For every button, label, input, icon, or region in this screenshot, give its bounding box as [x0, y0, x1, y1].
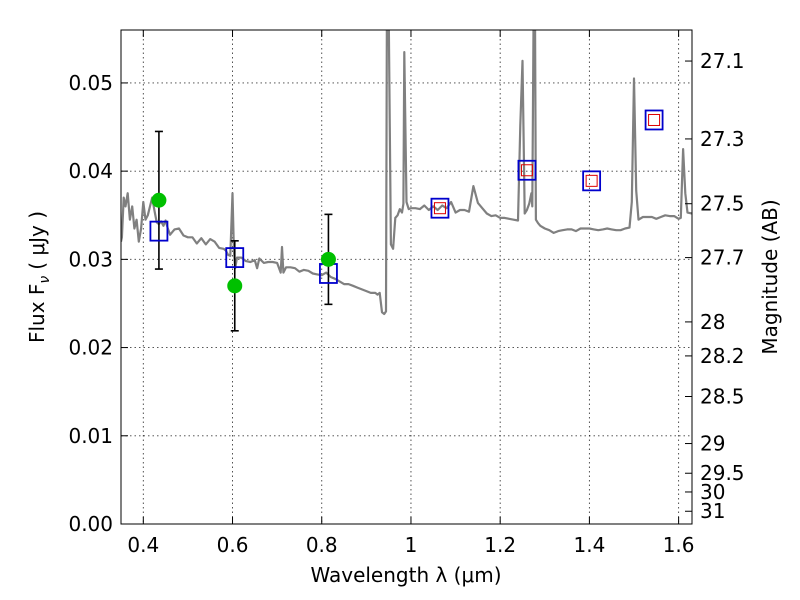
x-tick-label: 1.4: [573, 533, 605, 557]
x-tick-label: 0.8: [306, 533, 338, 557]
mag-tick-label: 27.1: [700, 49, 745, 73]
y-axis-label-subscript: ν: [37, 276, 53, 284]
observed-point: [151, 192, 167, 208]
mag-tick-label: 28.5: [700, 384, 745, 408]
y-tick-label: 0.02: [68, 336, 113, 360]
y-axis-label-main: Flux F: [25, 284, 49, 343]
model-point-inner: [648, 113, 661, 126]
model-point: [149, 220, 169, 242]
model-point: [517, 159, 537, 181]
y-tick-label: 0.03: [68, 247, 113, 271]
mag-tick-label: 29: [700, 432, 725, 456]
y-tick-label: 0.04: [68, 159, 113, 183]
mag-tick-label: 29.5: [700, 461, 745, 485]
model-point: [430, 197, 450, 219]
mag-tick-label: 31: [700, 499, 725, 523]
model-point: [225, 247, 245, 268]
mag-tick-label: 27.7: [700, 246, 745, 270]
x-tick-label: 0.6: [217, 533, 249, 557]
axis-ticks: 0.4 0.6 0.8 1 1.2 1.4 1.6 0.00 0.01 0.02 0.03 0.04 0…: [68, 30, 745, 557]
observed-point: [320, 251, 336, 267]
observed-point: [227, 278, 243, 294]
mag-tick-label: 27.5: [700, 192, 745, 216]
y-axis-label-unit: ( μJy ): [25, 211, 49, 270]
x-tick-label: 0.4: [127, 533, 159, 557]
x-axis-label: Wavelength λ (μm): [310, 563, 501, 587]
x-tick-label: 1.2: [484, 533, 516, 557]
y-axis-label: Flux Fν ( μJy ): [25, 211, 53, 343]
y-tick-label: 0.00: [68, 512, 113, 536]
data-layer: [121, 30, 692, 332]
plot-frame: [120, 29, 693, 525]
mag-tick-label: 30: [700, 480, 725, 504]
svg-text:Flux Fν( μJy ): Flux Fν ( μJy ): [25, 211, 53, 343]
model-point-inner: [433, 202, 446, 215]
y-axis-right-label: Magnitude (AB): [758, 199, 782, 354]
spectrum-line: [121, 30, 692, 316]
x-tick-label: 1: [405, 533, 418, 557]
y-tick-label: 0.01: [68, 424, 113, 448]
plot-background: [121, 30, 692, 524]
mag-tick-label: 27.3: [700, 127, 745, 151]
model-point: [582, 170, 602, 192]
model-point-inner: [520, 164, 533, 177]
mag-tick-label: 28.2: [700, 344, 745, 368]
model-point: [644, 109, 664, 131]
x-tick-label: 1.6: [663, 533, 695, 557]
mag-tick-label: 28: [700, 310, 725, 334]
model-point-inner: [585, 174, 598, 187]
y-tick-label: 0.05: [68, 71, 113, 95]
